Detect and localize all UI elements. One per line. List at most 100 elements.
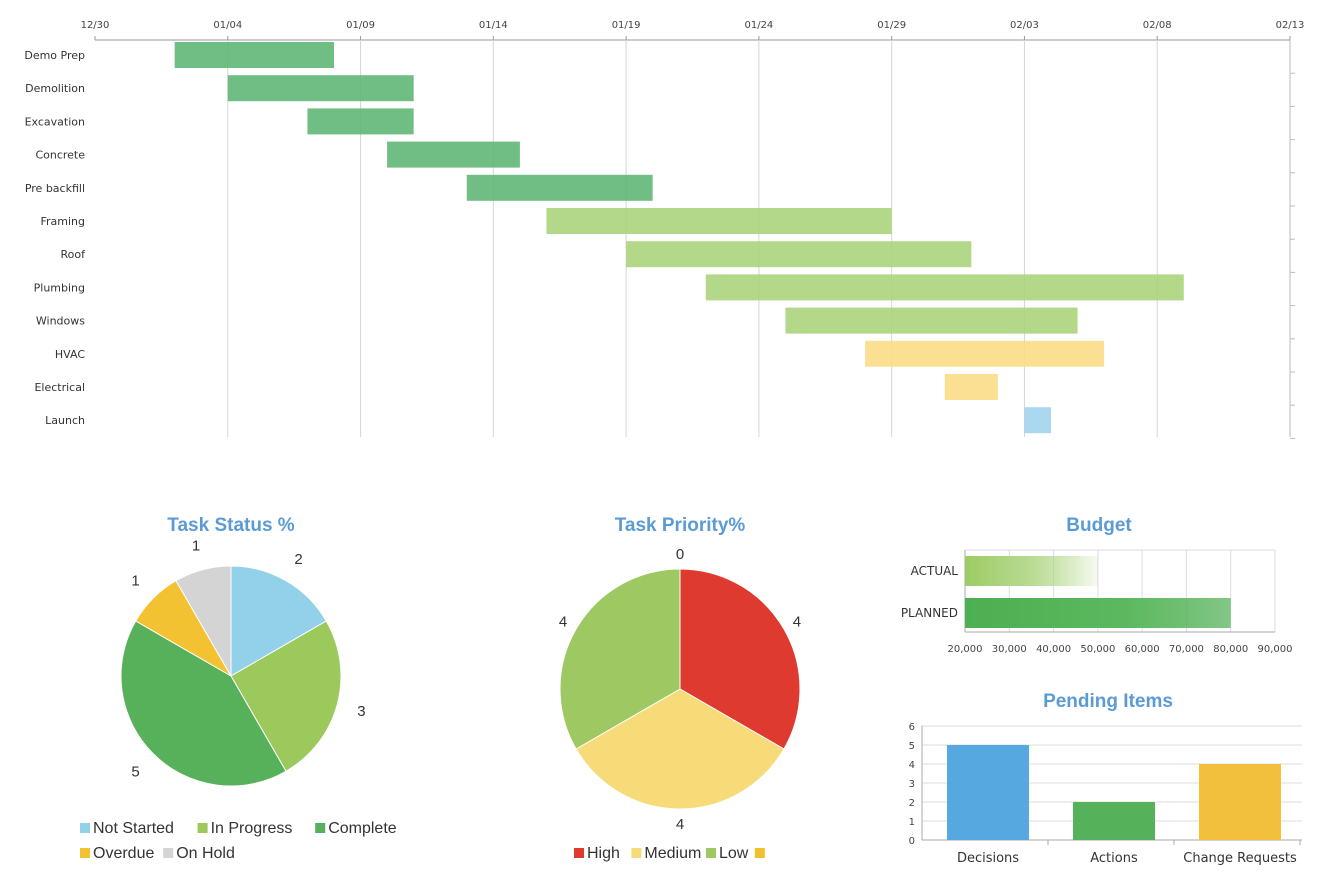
gantt-bar	[174, 42, 334, 68]
slice-value-label: 1	[192, 538, 200, 555]
x-tick-label: 90,000	[1258, 644, 1293, 655]
legend-swatch	[80, 823, 90, 833]
x-tick-label: 60,000	[1125, 644, 1160, 655]
budget-bar	[965, 556, 1098, 586]
gantt-bar	[387, 141, 520, 168]
chart-title: Task Status %	[167, 515, 295, 536]
x-tick-label: 20,000	[948, 644, 983, 655]
category-label: Change Requests	[1183, 851, 1297, 866]
gantt-bar	[1024, 407, 1051, 434]
slice-value-label: 0	[676, 546, 684, 563]
gantt-bar	[626, 241, 972, 268]
gantt-bar	[227, 75, 414, 102]
x-tick-label: 01/04	[213, 20, 242, 31]
y-tick-label: 0	[909, 836, 915, 847]
task-label: Demolition	[25, 82, 85, 95]
slice-value-label: 5	[131, 763, 139, 780]
pending-bar	[1073, 802, 1155, 840]
pie-slice	[230, 620, 342, 772]
legend-label: Not Started	[93, 820, 174, 837]
y-tick-label: 3	[909, 779, 915, 790]
y-tick-label: 5	[909, 741, 915, 752]
budget-chart: Budget 20,000 30,000 40,000 50,000 60,000 70,0…	[901, 515, 1293, 655]
x-tick-label: 02/13	[1276, 20, 1305, 31]
task-label: Demo Prep	[24, 49, 85, 62]
gantt-chart: 12/30 01/04 01/09 01/14 01/19 01/24 01/29 02/03…	[24, 20, 1305, 439]
chart-title: Task Priority%	[615, 515, 746, 536]
legend-swatch	[315, 823, 326, 833]
x-tick-label: 02/08	[1143, 20, 1172, 31]
category-label: Actions	[1090, 851, 1138, 866]
legend-label: In Progress	[211, 820, 293, 837]
x-tick-label: 70,000	[1169, 644, 1204, 655]
gantt-bar	[705, 274, 1184, 301]
y-tick-label: 2	[909, 798, 915, 809]
task-label: Launch	[45, 414, 85, 427]
category-label: Decisions	[957, 851, 1019, 866]
task-label: Electrical	[34, 381, 85, 394]
x-tick-label: 50,000	[1080, 644, 1115, 655]
x-tick-label: 01/09	[346, 20, 375, 31]
legend-swatch	[163, 848, 174, 858]
legend-label: Overdue	[93, 845, 154, 862]
task-status-pie: Task Status % 2 3 5 1 1 Not Started In Progress…	[80, 515, 397, 862]
legend-label: Complete	[328, 820, 397, 837]
slice-value-label: 4	[793, 614, 801, 631]
task-label: Roof	[61, 248, 87, 261]
task-label: Plumbing	[34, 281, 85, 294]
legend-swatch	[631, 848, 642, 858]
pending-bar	[1199, 764, 1281, 840]
legend-swatch	[197, 823, 208, 833]
legend-swatch	[574, 848, 584, 858]
legend-label: Medium	[644, 845, 701, 862]
y-tick-label: 1	[909, 817, 915, 828]
x-tick-label: 01/29	[877, 20, 906, 31]
gantt-bar	[785, 307, 1078, 334]
budget-bar	[965, 598, 1231, 628]
pie-slice	[559, 568, 681, 750]
task-label: HVAC	[55, 348, 85, 361]
chart-title: Pending Items	[1043, 691, 1173, 712]
slice-value-label: 2	[294, 551, 302, 568]
x-tick-label: 01/24	[744, 20, 773, 31]
legend-swatch	[80, 848, 90, 858]
legend-swatch	[706, 848, 716, 858]
slice-value-label: 3	[357, 703, 365, 720]
x-tick-label: 30,000	[992, 644, 1027, 655]
gantt-bar	[865, 340, 1105, 367]
pending-items-chart: Pending Items 0 1 2 3 4 5 6 Decisions Actions Chan…	[909, 691, 1302, 866]
category-label: ACTUAL	[911, 564, 959, 578]
pie-slice	[120, 620, 287, 787]
pie-slice	[679, 568, 801, 750]
gantt-bar	[546, 208, 892, 234]
legend-label: On Hold	[176, 845, 235, 862]
pending-bar	[947, 745, 1029, 840]
x-tick-label: 40,000	[1036, 644, 1071, 655]
gantt-bar	[466, 174, 653, 201]
pie-slice	[230, 565, 327, 677]
task-label: Windows	[36, 315, 85, 328]
task-label: Framing	[40, 215, 85, 228]
task-label: Concrete	[35, 149, 85, 162]
x-tick-label: 01/14	[479, 20, 508, 31]
slice-value-label: 1	[131, 573, 139, 590]
x-tick-label: 01/19	[612, 20, 641, 31]
task-label: Excavation	[25, 115, 85, 128]
category-label: PLANNED	[901, 606, 958, 620]
y-tick-label: 6	[909, 722, 915, 733]
legend-label: High	[587, 845, 620, 862]
gantt-bar	[944, 374, 998, 400]
y-tick-label: 4	[909, 760, 915, 771]
chart-title: Budget	[1066, 515, 1132, 536]
task-priority-pie: Task Priority% 0 4 4 4 High Medium Low	[559, 515, 801, 862]
x-tick-label: 02/03	[1010, 20, 1039, 31]
legend-swatch	[754, 848, 765, 858]
task-label: Pre backfill	[25, 182, 85, 195]
x-tick-label: 12/30	[81, 20, 110, 31]
gantt-bar	[307, 108, 414, 135]
legend-label: Low	[719, 845, 749, 862]
pie-slice	[175, 565, 232, 678]
slice-value-label: 4	[559, 614, 567, 631]
slice-value-label: 4	[676, 816, 684, 833]
